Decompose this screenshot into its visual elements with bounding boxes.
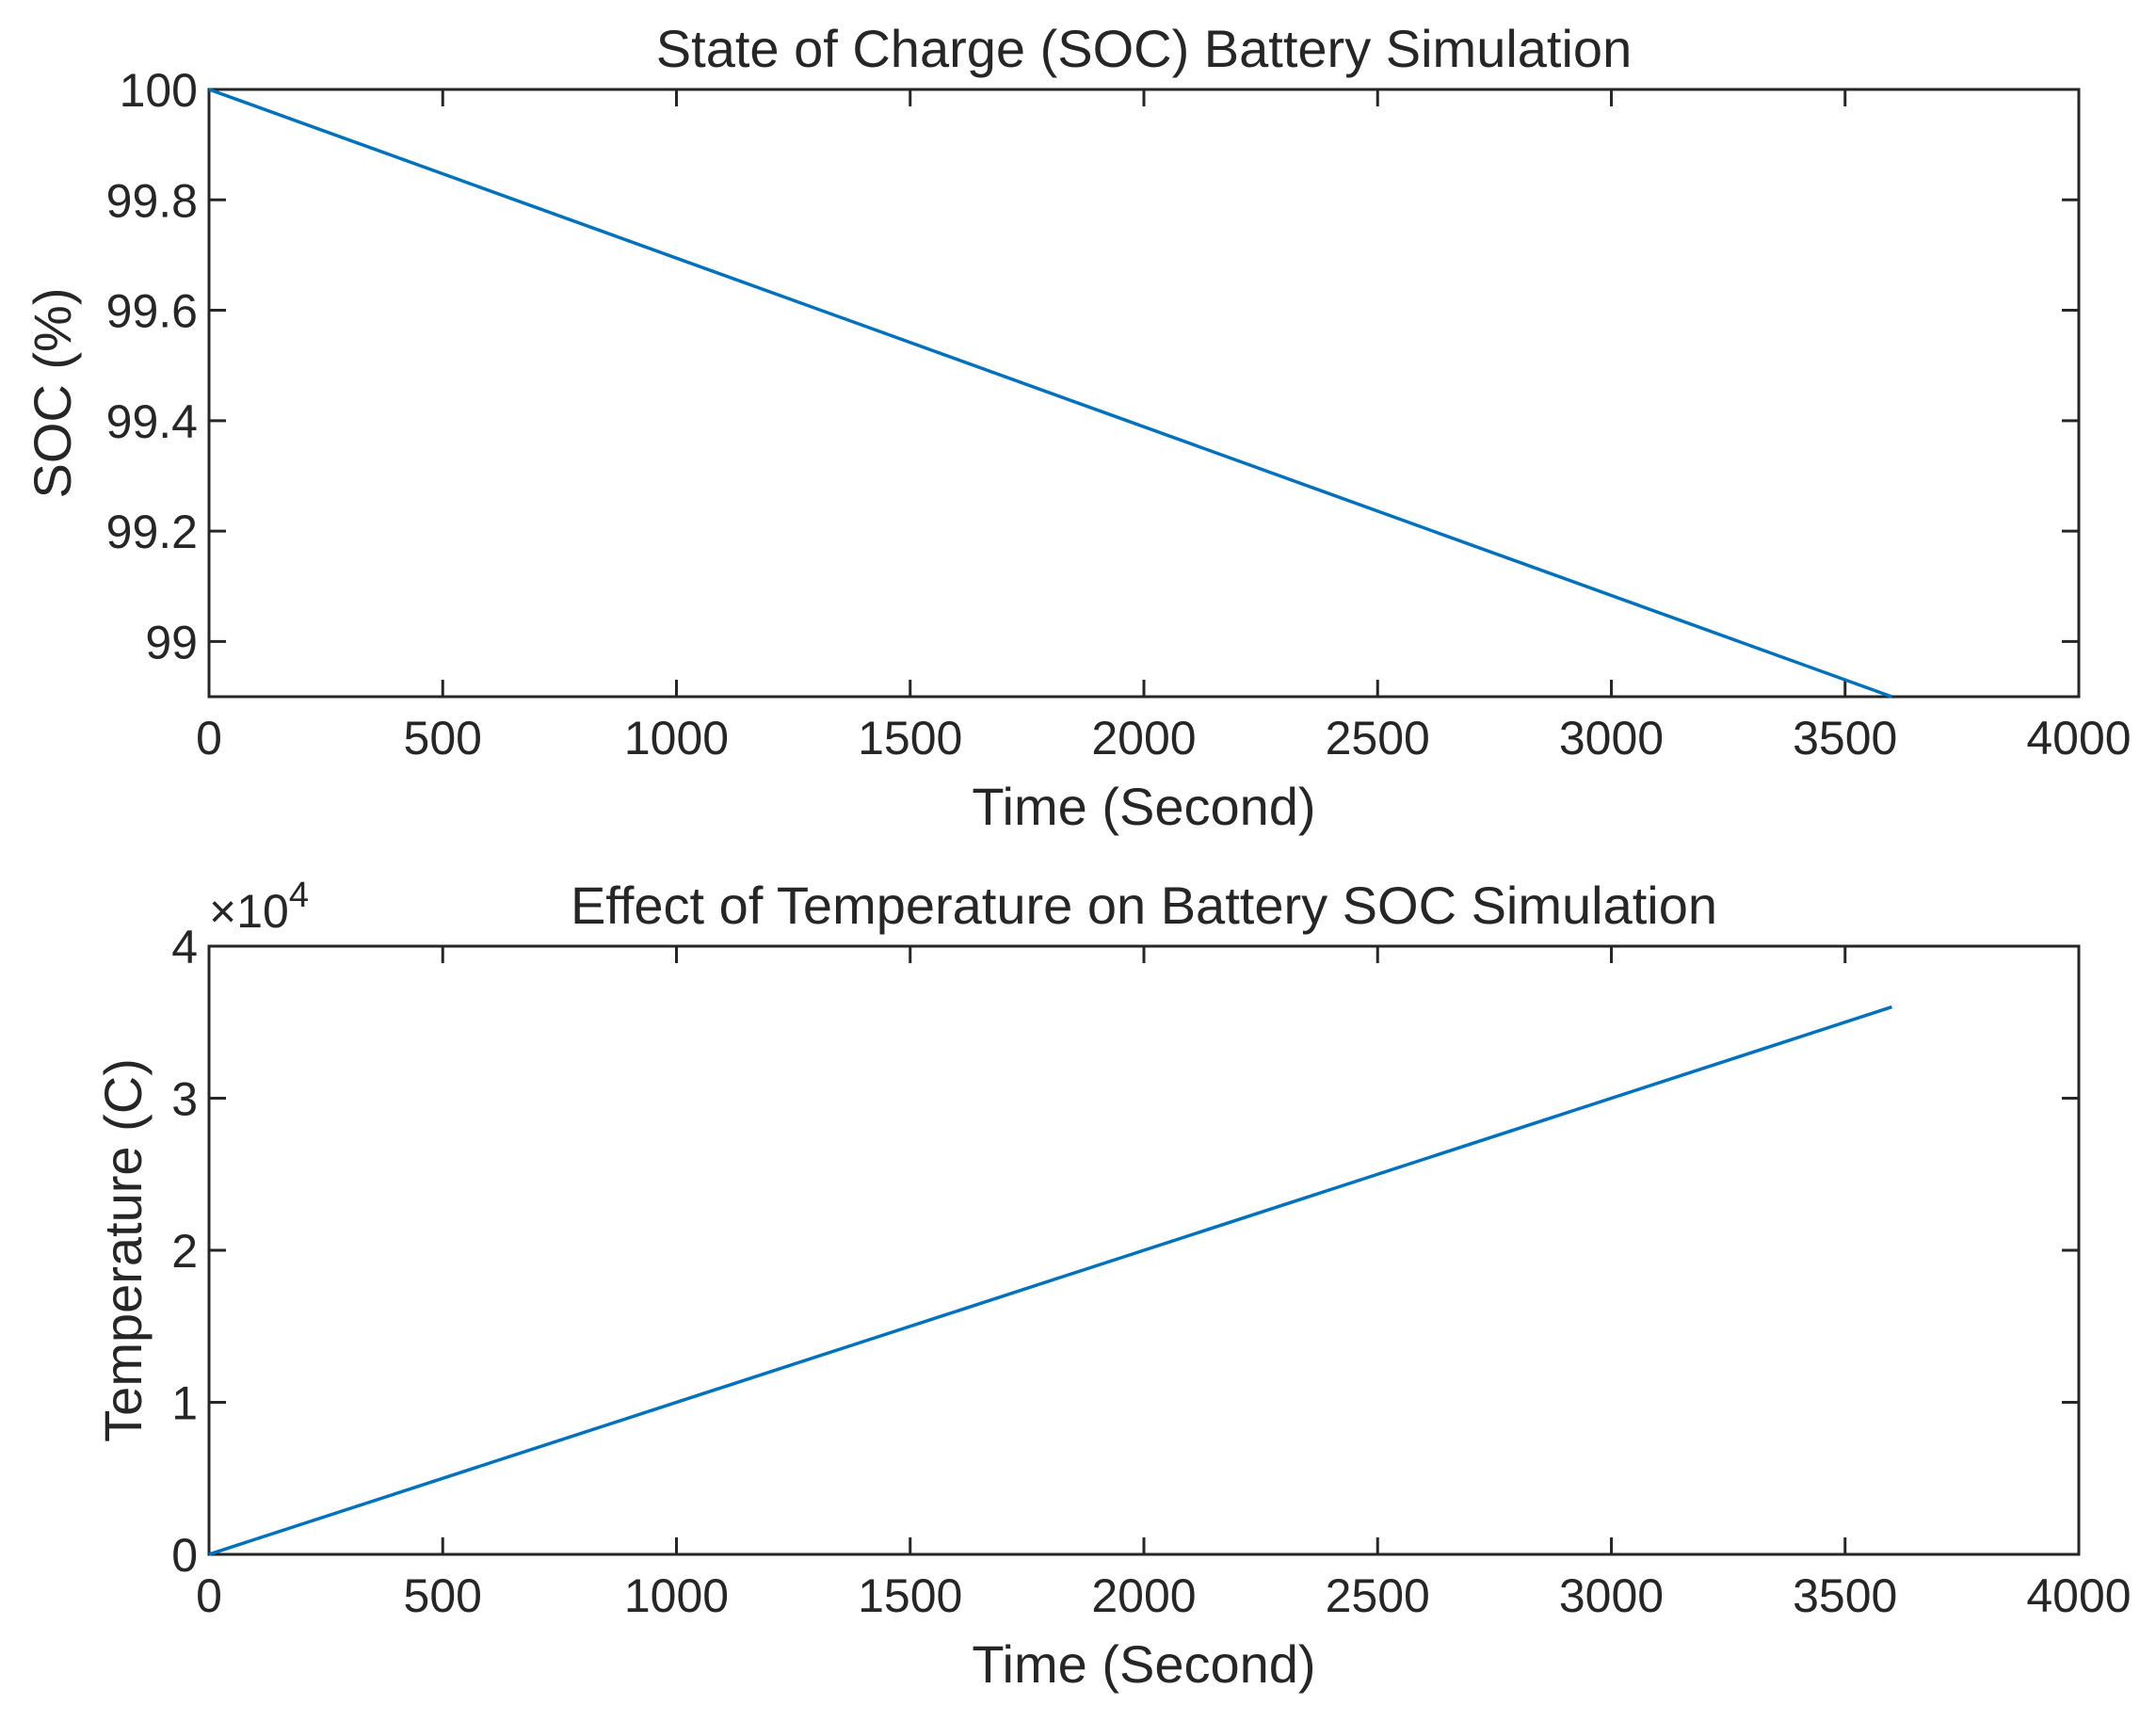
chart-1: 0 500 1000 1500 2000 2500 3000 3500 4000 99 99.2 99… (23, 19, 2132, 836)
chart-2-y-axis-label: Temperature (C) (93, 1058, 153, 1442)
chart-2-x-tick-label: 0 (196, 1569, 222, 1622)
chart-1-x-axis-label: Time (Second) (972, 777, 1315, 836)
chart-2-x-tick-label: 1500 (858, 1569, 962, 1622)
chart-1-y-axis-label: SOC (%) (23, 288, 82, 499)
chart-2-series-line-temperature (208, 1005, 1892, 1556)
chart-2-exponent-power: 4 (289, 876, 309, 915)
chart-2-x-tick-label: 3000 (1559, 1569, 1664, 1622)
chart-1-axes-box (207, 88, 2081, 699)
chart-1-x-tick-label: 1500 (858, 712, 962, 764)
chart-2-x-tick-label: 3500 (1793, 1569, 1897, 1622)
chart-1-y-tick-label: 99.6 (106, 285, 198, 338)
chart-2-title: Effect of Temperature on Battery SOC Sim… (571, 876, 1717, 935)
chart-2-x-tick-label: 2000 (1091, 1569, 1196, 1622)
chart-2-y-tick-label: 2 (171, 1225, 198, 1278)
chart-1-x-tick-label: 1000 (624, 712, 729, 764)
chart-1-title: State of Charge (SOC) Battery Simulation (656, 19, 1632, 78)
chart-2-y-tick-label: 1 (171, 1377, 198, 1430)
chart-1-y-tick-label: 99 (145, 616, 198, 668)
chart-2-x-tick-label: 4000 (2026, 1569, 2131, 1622)
chart-2-x-tick-label: 500 (404, 1569, 482, 1622)
chart-1-y-tick-label: 100 (120, 64, 198, 117)
chart-1-y-tick-label: 99.8 (106, 174, 198, 227)
chart-2-x-tick-label: 2500 (1326, 1569, 1430, 1622)
chart-1-x-tick-label: 0 (196, 712, 222, 764)
chart-1-x-tick-label: 3500 (1793, 712, 1897, 764)
chart-2-y-tick-label: 3 (171, 1073, 198, 1126)
chart-1-x-tick-label: 2000 (1091, 712, 1196, 764)
chart-1-series-line-soc (208, 88, 1892, 699)
chart-2-x-axis-label: Time (Second) (972, 1634, 1315, 1694)
chart-1-x-tick-label: 3000 (1559, 712, 1664, 764)
chart-2-exponent-label: ×104 (209, 876, 309, 938)
chart-2-y-tick-label: 4 (171, 921, 198, 973)
chart-2-exponent-base: ×10 (209, 885, 289, 938)
chart-2-y-tick-label: 0 (171, 1529, 198, 1582)
chart-1-x-tick-label: 4000 (2026, 712, 2131, 764)
chart-1-x-tick-label: 2500 (1326, 712, 1430, 764)
chart-2-x-tick-label: 1000 (624, 1569, 729, 1622)
chart-2: 0 500 1000 1500 2000 2500 3000 3500 4000 0 1 2 3 4×10… (93, 876, 2132, 1694)
chart-1-y-tick-label: 99.4 (106, 395, 198, 448)
chart-1-x-tick-label: 500 (404, 712, 482, 764)
chart-1-y-tick-label: 99.2 (106, 506, 198, 558)
